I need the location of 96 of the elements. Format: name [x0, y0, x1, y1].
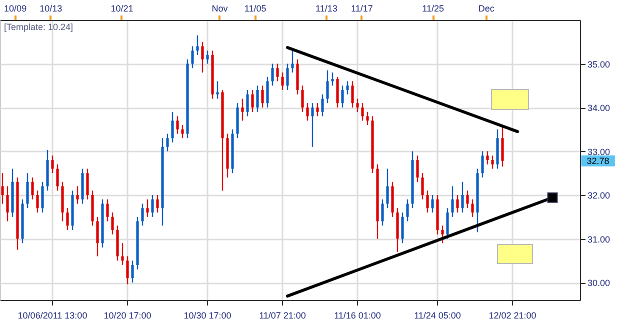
candlestick — [266, 76, 269, 108]
candlestick — [351, 80, 354, 108]
x-tick-label: 11/07 21:00 — [259, 310, 306, 320]
candlestick — [346, 80, 349, 95]
candlestick — [256, 85, 259, 112]
candlestick — [301, 85, 304, 112]
candlestick — [76, 186, 79, 204]
candlestick — [181, 124, 184, 139]
candlestick — [326, 70, 329, 104]
x2-tick-label: 11/05 — [244, 4, 266, 14]
candlestick — [306, 102, 309, 122]
candlestick — [416, 155, 419, 182]
candlestick — [311, 102, 314, 148]
candlestick — [356, 98, 359, 112]
candlestick — [276, 63, 279, 82]
candlestick — [451, 186, 454, 218]
candlestick — [176, 116, 179, 134]
candlestick — [471, 198, 474, 218]
x-tick-label: 10/06/2011 13:00 — [18, 310, 88, 320]
x2-tick-label: 10/13 — [40, 4, 62, 14]
candlestick — [241, 98, 244, 122]
candlestick — [51, 155, 54, 174]
candlestick — [501, 126, 504, 168]
candlestick — [41, 181, 44, 214]
candlestick — [366, 111, 369, 126]
x-tick-label: 12/02 21:00 — [488, 310, 536, 320]
candlestick — [281, 72, 284, 91]
candlestick — [121, 242, 124, 266]
x2-tick-label: 10/09 — [4, 4, 27, 14]
candlestick — [191, 46, 194, 69]
candlestick — [321, 94, 324, 117]
candlestick — [251, 89, 254, 112]
candlestick — [316, 102, 319, 117]
candlestick — [271, 63, 274, 86]
candlestick — [341, 85, 344, 108]
y-tick-label: 33.00 — [588, 146, 610, 157]
y-tick-label: 30.00 — [588, 278, 610, 288]
candlestick — [386, 168, 389, 209]
candlestick — [206, 50, 209, 64]
candlestick — [401, 212, 404, 244]
x2-tick-label: 11/25 — [422, 4, 444, 14]
candlestick — [166, 133, 169, 152]
candlestick — [466, 190, 469, 209]
candlestick — [461, 181, 464, 214]
candlestick — [131, 260, 134, 284]
y-tick-label: 32.00 — [588, 190, 610, 200]
candlestick — [146, 198, 149, 218]
candlestick — [86, 168, 89, 200]
candlestick — [66, 208, 69, 231]
candlestick — [141, 203, 144, 226]
candlestick — [431, 194, 434, 214]
candlestick — [426, 190, 429, 214]
candlestick — [486, 150, 489, 165]
x2-tick-label: 10/21 — [110, 4, 134, 14]
candlestick — [246, 89, 249, 117]
y-tick-label: 34.00 — [588, 103, 610, 113]
candlestick — [286, 63, 289, 91]
candlestick — [126, 256, 129, 285]
candlestick — [156, 194, 159, 214]
candlestick — [1, 172, 4, 204]
x2-tick-label: Nov — [212, 4, 228, 14]
candlestick — [481, 150, 484, 178]
x-tick-label: 11/24 05:00 — [414, 310, 461, 320]
candlestick — [446, 208, 449, 240]
candlestick — [31, 176, 34, 200]
candlestick — [261, 85, 264, 108]
candlestick — [111, 212, 114, 235]
candlestick — [96, 216, 99, 257]
candlestick — [201, 41, 204, 74]
candlestick — [381, 198, 384, 226]
annotation: [Template: 10.24] — [4, 22, 74, 32]
candlestick — [56, 164, 59, 192]
candlestick — [106, 198, 109, 222]
candlestick — [6, 186, 9, 222]
candlestick — [36, 190, 39, 214]
x2-tick-label: 11/13 — [315, 4, 338, 14]
candlestick — [331, 72, 334, 86]
y-tick-label: 31.00 — [588, 234, 610, 244]
candlestick — [406, 198, 409, 222]
candlestick — [491, 155, 494, 170]
candlestick — [151, 194, 154, 218]
x-tick-label: 11/16 01:00 — [334, 310, 381, 320]
candlestick — [456, 194, 459, 214]
candlestick — [441, 225, 444, 244]
x-tick-label: 10/30 17:00 — [184, 310, 232, 320]
y-tick-label: 35.00 — [588, 59, 610, 70]
candlestick — [196, 34, 199, 56]
candlestick — [171, 111, 174, 144]
candlestick — [26, 172, 29, 209]
annotation: 32.78 — [586, 156, 610, 166]
x2-tick-label: Dec — [478, 4, 495, 14]
x-tick-label: 10/20 17:00 — [104, 310, 152, 320]
x2-tick-label: 11/17 — [351, 4, 373, 14]
candlestick — [361, 102, 364, 122]
candlestick — [421, 172, 424, 200]
candlestick — [216, 80, 219, 100]
